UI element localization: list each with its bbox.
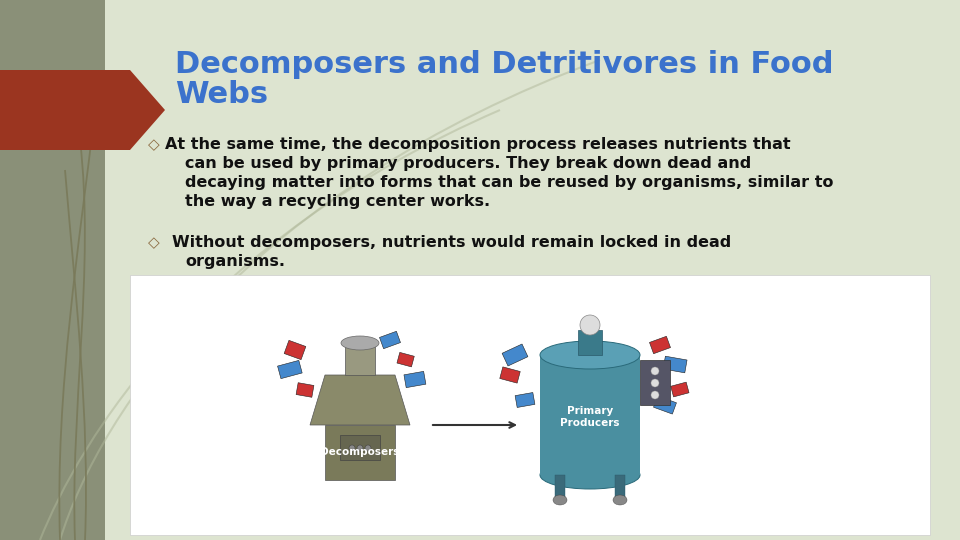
Bar bbox=[540, 355, 640, 475]
Text: Decomposers: Decomposers bbox=[321, 447, 399, 457]
Bar bbox=[105, 0, 960, 540]
Bar bbox=[555, 475, 565, 500]
Bar bbox=[130, 275, 930, 535]
Text: Primary
Producers: Primary Producers bbox=[561, 406, 620, 428]
Bar bbox=[340, 435, 380, 460]
Bar bbox=[615, 475, 625, 500]
Circle shape bbox=[580, 315, 600, 335]
Bar bbox=[345, 345, 375, 375]
FancyBboxPatch shape bbox=[654, 396, 677, 414]
Text: can be used by primary producers. They break down dead and: can be used by primary producers. They b… bbox=[185, 156, 752, 171]
Circle shape bbox=[651, 379, 659, 387]
FancyBboxPatch shape bbox=[379, 331, 400, 349]
Ellipse shape bbox=[553, 495, 567, 505]
Polygon shape bbox=[310, 375, 410, 425]
Circle shape bbox=[651, 367, 659, 375]
Text: the way a recycling center works.: the way a recycling center works. bbox=[185, 194, 491, 209]
Polygon shape bbox=[130, 70, 165, 150]
FancyBboxPatch shape bbox=[502, 344, 528, 366]
FancyBboxPatch shape bbox=[500, 367, 520, 383]
Text: At the same time, the decomposition process releases nutrients that: At the same time, the decomposition proc… bbox=[165, 137, 791, 152]
Text: ◇: ◇ bbox=[148, 235, 159, 250]
Circle shape bbox=[651, 391, 659, 399]
FancyBboxPatch shape bbox=[396, 353, 415, 367]
FancyBboxPatch shape bbox=[671, 382, 689, 397]
Ellipse shape bbox=[613, 495, 627, 505]
FancyBboxPatch shape bbox=[516, 393, 535, 408]
Text: organisms.: organisms. bbox=[185, 254, 285, 269]
Text: Decomposers and Detritivores in Food: Decomposers and Detritivores in Food bbox=[175, 50, 833, 79]
Bar bbox=[325, 425, 395, 480]
Bar bbox=[0, 0, 105, 540]
Bar bbox=[578, 330, 602, 355]
Ellipse shape bbox=[540, 341, 640, 369]
FancyBboxPatch shape bbox=[650, 336, 670, 354]
FancyBboxPatch shape bbox=[296, 383, 314, 397]
FancyBboxPatch shape bbox=[277, 360, 302, 379]
Circle shape bbox=[365, 445, 371, 451]
Text: decaying matter into forms that can be reused by organisms, similar to: decaying matter into forms that can be r… bbox=[185, 175, 833, 190]
Text: Webs: Webs bbox=[175, 80, 268, 109]
FancyBboxPatch shape bbox=[663, 356, 687, 373]
Circle shape bbox=[349, 445, 355, 451]
Circle shape bbox=[357, 445, 363, 451]
Text: ◇: ◇ bbox=[148, 137, 159, 152]
Ellipse shape bbox=[341, 336, 379, 350]
FancyBboxPatch shape bbox=[284, 340, 306, 360]
Text: Without decomposers, nutrients would remain locked in dead: Without decomposers, nutrients would rem… bbox=[172, 235, 732, 250]
Ellipse shape bbox=[540, 461, 640, 489]
Bar bbox=[0, 70, 130, 150]
Bar bbox=[640, 360, 670, 405]
FancyBboxPatch shape bbox=[404, 372, 426, 388]
